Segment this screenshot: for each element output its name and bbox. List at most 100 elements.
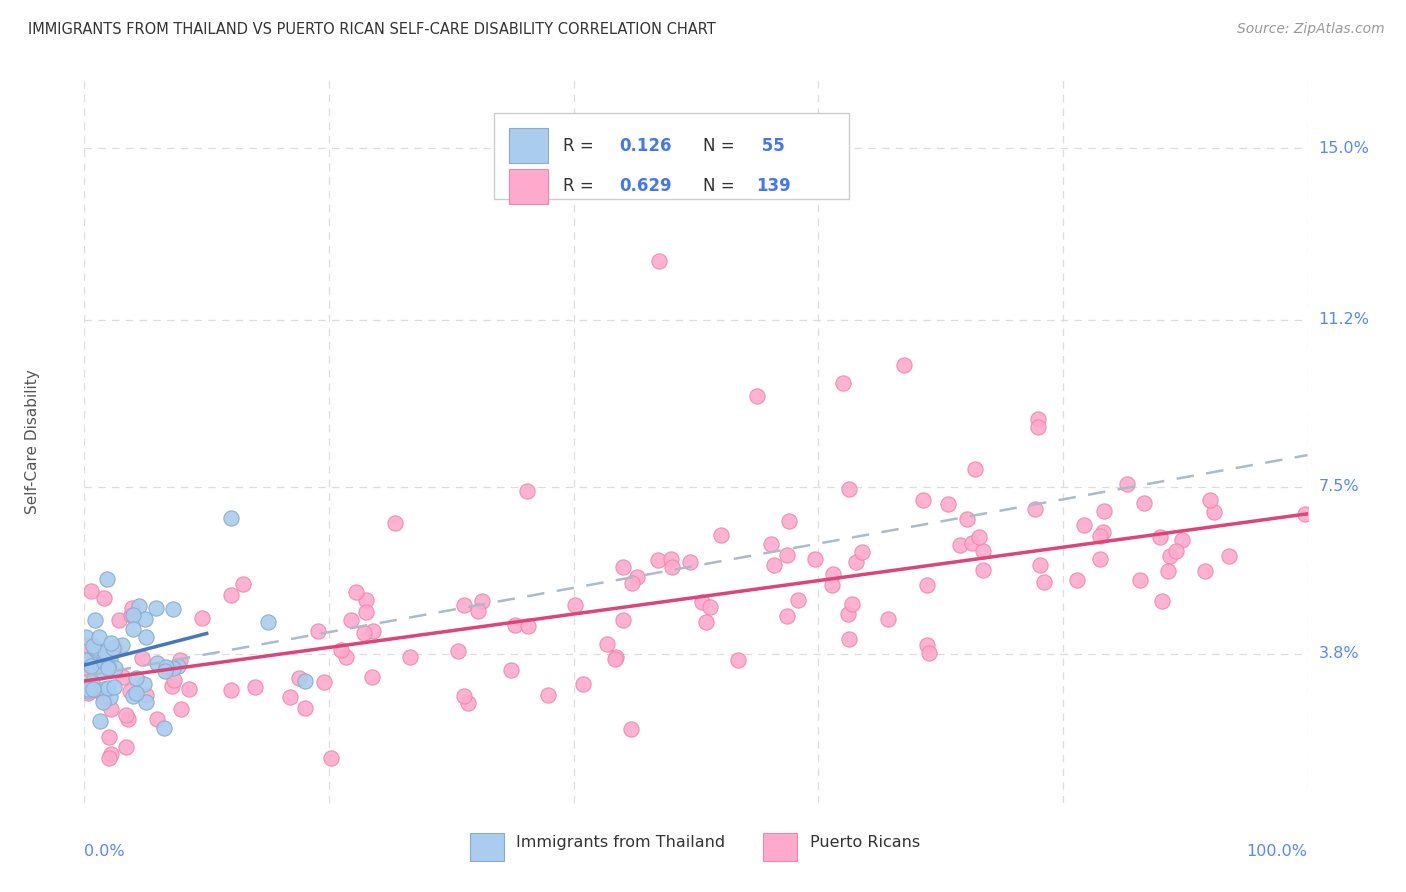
Point bbox=[170, 701, 193, 715]
Point bbox=[503, 618, 526, 632]
Point bbox=[841, 597, 863, 611]
Point bbox=[125, 671, 148, 685]
Point bbox=[626, 570, 648, 584]
Point bbox=[1116, 476, 1139, 491]
Point bbox=[915, 578, 938, 592]
Point bbox=[354, 592, 377, 607]
Text: 0.629: 0.629 bbox=[619, 178, 672, 195]
Point bbox=[153, 721, 176, 735]
Point bbox=[838, 482, 860, 496]
Point bbox=[612, 613, 634, 627]
Point bbox=[100, 702, 122, 716]
Point bbox=[131, 651, 153, 665]
Point bbox=[1149, 530, 1171, 544]
Point bbox=[76, 638, 98, 652]
Point bbox=[91, 695, 114, 709]
Point bbox=[1159, 549, 1181, 563]
Point bbox=[1166, 543, 1188, 558]
Point bbox=[537, 688, 560, 702]
Point bbox=[96, 572, 118, 586]
Point bbox=[134, 612, 156, 626]
Point bbox=[838, 632, 860, 646]
Point bbox=[1129, 573, 1152, 587]
Point bbox=[1088, 529, 1111, 543]
Point bbox=[967, 530, 990, 544]
Point bbox=[307, 624, 329, 639]
Point bbox=[972, 544, 994, 558]
Point bbox=[219, 588, 242, 602]
Point bbox=[1199, 493, 1222, 508]
Point bbox=[90, 665, 112, 679]
Point bbox=[612, 560, 634, 574]
Point bbox=[135, 688, 157, 702]
Text: 0.126: 0.126 bbox=[619, 136, 672, 154]
Point bbox=[821, 566, 844, 581]
Point bbox=[661, 559, 683, 574]
Point bbox=[1133, 496, 1156, 510]
Point bbox=[98, 690, 121, 704]
Point bbox=[1029, 558, 1052, 573]
Point bbox=[80, 658, 103, 673]
Text: N =: N = bbox=[703, 136, 740, 154]
Point bbox=[162, 661, 184, 675]
Point bbox=[232, 577, 254, 591]
Point bbox=[89, 630, 111, 644]
Point bbox=[167, 659, 190, 673]
Point bbox=[117, 713, 139, 727]
Text: IMMIGRANTS FROM THAILAND VS PUERTO RICAN SELF-CARE DISABILITY CORRELATION CHART: IMMIGRANTS FROM THAILAND VS PUERTO RICAN… bbox=[28, 22, 716, 37]
Text: Self-Care Disability: Self-Care Disability bbox=[25, 369, 41, 514]
Point bbox=[77, 686, 100, 700]
Point bbox=[1024, 502, 1046, 516]
Point bbox=[1194, 564, 1216, 578]
Point bbox=[330, 643, 353, 657]
Point bbox=[690, 595, 713, 609]
Point bbox=[115, 708, 138, 723]
Point bbox=[108, 613, 131, 627]
Point bbox=[98, 652, 121, 666]
Point bbox=[257, 615, 280, 630]
Point bbox=[93, 690, 115, 705]
Text: R =: R = bbox=[562, 136, 599, 154]
Point bbox=[517, 619, 540, 633]
Point bbox=[762, 558, 785, 573]
Point bbox=[100, 636, 122, 650]
Point bbox=[93, 591, 115, 605]
Point bbox=[1202, 504, 1225, 518]
Text: Puerto Ricans: Puerto Ricans bbox=[810, 835, 920, 850]
Point bbox=[221, 683, 243, 698]
Point bbox=[778, 514, 800, 528]
Point bbox=[104, 660, 127, 674]
Point bbox=[695, 615, 717, 630]
Point bbox=[620, 722, 643, 736]
Point bbox=[447, 644, 470, 658]
Point bbox=[75, 630, 97, 644]
Point bbox=[191, 611, 214, 625]
Point bbox=[1170, 533, 1192, 547]
Point bbox=[949, 538, 972, 552]
Point bbox=[917, 638, 939, 652]
Point bbox=[1294, 507, 1316, 521]
Text: Immigrants from Thailand: Immigrants from Thailand bbox=[516, 835, 725, 850]
Point bbox=[80, 584, 103, 599]
Point bbox=[122, 608, 145, 623]
Point bbox=[121, 622, 143, 636]
Point bbox=[162, 679, 184, 693]
Point bbox=[132, 677, 155, 691]
Point bbox=[104, 640, 127, 655]
Point bbox=[155, 660, 177, 674]
Text: 0.0%: 0.0% bbox=[84, 845, 125, 860]
Point bbox=[314, 675, 336, 690]
Point bbox=[84, 613, 107, 627]
Point bbox=[471, 594, 494, 608]
Point bbox=[938, 497, 960, 511]
Point bbox=[177, 681, 200, 696]
Point bbox=[219, 511, 242, 525]
Point bbox=[572, 677, 595, 691]
Point bbox=[877, 612, 900, 626]
Point bbox=[363, 624, 385, 638]
Point bbox=[112, 670, 135, 684]
Point bbox=[845, 555, 868, 569]
Point bbox=[787, 593, 810, 607]
Point bbox=[1091, 524, 1114, 539]
Bar bbox=[509, 169, 548, 204]
